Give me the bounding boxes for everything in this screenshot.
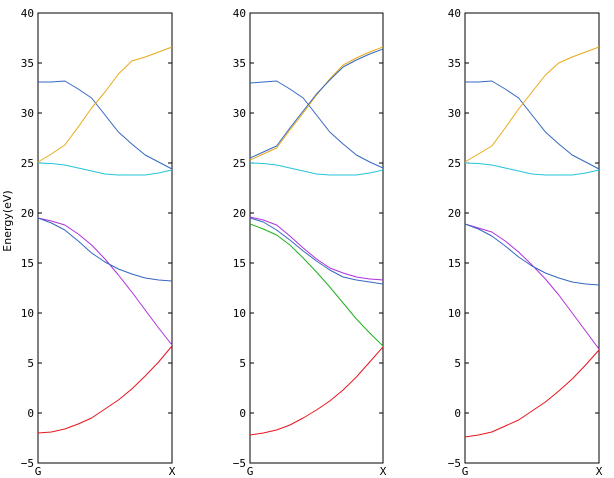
band-line-blue [464,223,600,286]
panels: −5 0 5 10 15 20 25 30 35 40 G X −5 0 5 10 15 20 25 30 35 40 G X… [21,7,603,478]
y-tick-label: 25 [233,157,246,170]
y-tick-label: 5 [454,357,461,370]
band-line-magenta [249,216,384,281]
y-tick-label: −5 [233,457,246,470]
y-tick-label: −5 [448,457,461,470]
x-tick-label-x: X [169,465,176,478]
x-tick-label-g: G [247,465,254,478]
y-tick-label: 5 [239,357,246,370]
y-tick-label: 0 [239,407,246,420]
band-line-orange [249,46,384,161]
y-tick-label: 30 [448,107,461,120]
band-line-cyan [249,162,384,176]
band-line-red [464,349,600,438]
band-line-blue [249,48,384,159]
x-tick-label-x: X [596,465,603,478]
y-tick-label: 35 [448,57,461,70]
band-line-green [249,223,384,347]
y-tick-label: 40 [21,7,34,20]
band-line-cyan [37,162,173,176]
y-tick-label: 15 [233,257,246,270]
y-tick-label: 15 [448,257,461,270]
band-line-red [37,345,173,434]
y-tick-label: 20 [233,207,246,220]
band-line-cyan [464,162,600,176]
y-tick-label: 40 [448,7,461,20]
band-line-blue [38,80,173,170]
band-line-orange [37,46,173,163]
y-tick-label: 25 [448,157,461,170]
y-tick-label: 10 [448,307,461,320]
y-tick-label: 20 [21,207,34,220]
y-tick-label: 10 [233,307,246,320]
plot-frame [249,12,384,464]
y-tick-label: 25 [21,157,34,170]
plot-frame [37,12,173,464]
y-tick-label: 30 [233,107,246,120]
y-axis-label: Energy(eV) [1,190,14,251]
y-tick-label: 30 [21,107,34,120]
y-tick-label: 0 [27,407,34,420]
panel-3: −5 0 5 10 15 20 25 30 35 40 G X [448,7,603,478]
band-line-magenta [37,217,173,346]
panel-2: −5 0 5 10 15 20 25 30 35 40 G X [233,7,387,478]
plot-frame [464,12,600,464]
panel-1: −5 0 5 10 15 20 25 30 35 40 G X [21,7,176,478]
band-line-blue [37,217,173,282]
band-line-magenta [464,223,600,350]
y-tick-label: −5 [21,457,34,470]
band-line-red [249,346,384,436]
band-line-orange [464,46,600,163]
band-line-blue [249,80,384,169]
y-tick-label: 35 [233,57,246,70]
band-line-blue [249,217,384,285]
y-tick-label: 10 [21,307,34,320]
x-tick-label-g: G [462,465,469,478]
x-tick-label-g: G [35,465,42,478]
x-tick-label-x: X [380,465,387,478]
y-tick-label: 5 [27,357,34,370]
y-tick-label: 20 [448,207,461,220]
y-tick-label: 15 [21,257,34,270]
band-line-blue [465,80,600,170]
y-tick-label: 35 [21,57,34,70]
y-tick-label: 40 [233,7,246,20]
y-tick-label: 0 [454,407,461,420]
